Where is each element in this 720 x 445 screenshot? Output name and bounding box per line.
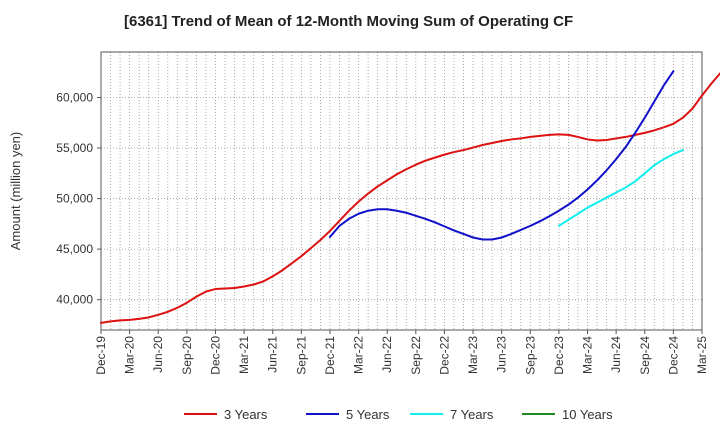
x-tick-label: Jun-21 bbox=[266, 336, 280, 373]
x-axis-ticks: Dec-19 Mar-20 Jun-20 Sep-20 Dec-20 Mar-21 Jun-… bbox=[94, 330, 709, 375]
x-tick-label: Dec-20 bbox=[208, 336, 222, 375]
x-tick-label: Jun-20 bbox=[151, 336, 165, 373]
x-tick-label: Sep-21 bbox=[294, 336, 308, 375]
x-tick-label: Sep-24 bbox=[638, 336, 652, 375]
x-tick-label: Dec-24 bbox=[666, 336, 680, 375]
chart-title: [6361] Trend of Mean of 12-Month Moving … bbox=[124, 13, 573, 30]
x-tick-label: Mar-24 bbox=[581, 336, 595, 374]
series-layer bbox=[100, 70, 720, 324]
x-tick-label: Sep-20 bbox=[180, 336, 194, 375]
legend-label: 7 Years bbox=[450, 407, 494, 422]
x-tick-label: Mar-22 bbox=[352, 336, 366, 374]
x-tick-label: Dec-19 bbox=[94, 336, 108, 375]
x-tick-label: Sep-23 bbox=[523, 336, 537, 375]
plot-area-frame bbox=[100, 51, 703, 331]
x-tick-label: Dec-23 bbox=[552, 336, 566, 375]
y-tick-label: 50,000 bbox=[56, 192, 93, 206]
legend-label: 3 Years bbox=[224, 407, 268, 422]
legend: 3 Years 5 Years 7 Years 10 Years bbox=[184, 407, 613, 422]
x-tick-label: Mar-25 bbox=[695, 336, 709, 374]
y-axis-ticks: 40,000 45,000 50,000 55,000 60,000 bbox=[56, 90, 101, 307]
x-tick-label: Dec-22 bbox=[437, 336, 451, 375]
series-line-5-years bbox=[328, 70, 675, 241]
series-line-3-years bbox=[100, 71, 720, 324]
x-tick-label: Jun-23 bbox=[495, 336, 509, 373]
x-tick-label: Jun-22 bbox=[380, 336, 394, 373]
legend-label: 10 Years bbox=[562, 407, 613, 422]
x-tick-label: Mar-21 bbox=[237, 336, 251, 374]
grid-layer bbox=[101, 52, 702, 330]
y-tick-label: 40,000 bbox=[56, 293, 93, 307]
y-axis-title: Amount (million yen) bbox=[8, 132, 23, 251]
y-tick-label: 60,000 bbox=[56, 90, 93, 104]
x-tick-label: Sep-22 bbox=[409, 336, 423, 375]
series-line-7-years bbox=[557, 149, 684, 227]
legend-label: 5 Years bbox=[346, 407, 390, 422]
y-tick-label: 55,000 bbox=[56, 141, 93, 155]
x-tick-label: Mar-23 bbox=[466, 336, 480, 374]
y-tick-label: 45,000 bbox=[56, 242, 93, 256]
x-tick-label: Mar-20 bbox=[123, 336, 137, 374]
x-tick-label: Jun-24 bbox=[609, 336, 623, 373]
x-tick-label: Dec-21 bbox=[323, 336, 337, 375]
